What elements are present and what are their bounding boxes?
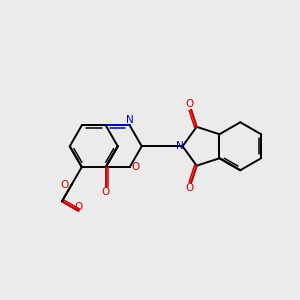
Text: O: O	[61, 180, 69, 190]
Text: O: O	[185, 183, 194, 193]
Text: O: O	[101, 187, 109, 197]
Text: N: N	[126, 115, 134, 125]
Text: N: N	[176, 141, 183, 151]
Text: O: O	[185, 100, 194, 110]
Text: O: O	[131, 162, 140, 172]
Text: O: O	[74, 202, 83, 212]
